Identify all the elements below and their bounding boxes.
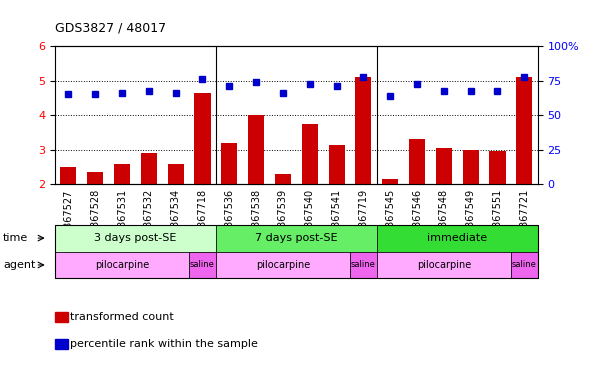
Bar [221, 143, 237, 184]
Bar [114, 164, 130, 184]
Bar [141, 153, 157, 184]
Bar [87, 172, 103, 184]
Bar [436, 148, 452, 184]
Bar [356, 77, 371, 184]
Bar [167, 164, 184, 184]
Bar [516, 77, 532, 184]
Text: saline: saline [190, 260, 215, 270]
Text: 3 days post-SE: 3 days post-SE [94, 233, 177, 243]
Bar [194, 93, 211, 184]
Text: 7 days post-SE: 7 days post-SE [255, 233, 338, 243]
Text: time: time [3, 233, 28, 243]
Bar [329, 145, 345, 184]
Text: saline: saline [351, 260, 376, 270]
Text: transformed count: transformed count [70, 312, 174, 322]
Bar [275, 174, 291, 184]
Bar [60, 167, 76, 184]
Bar [248, 115, 264, 184]
Bar [489, 152, 505, 184]
Text: pilocarpine: pilocarpine [256, 260, 310, 270]
Bar [302, 124, 318, 184]
Text: saline: saline [512, 260, 536, 270]
Bar [409, 139, 425, 184]
Text: GDS3827 / 48017: GDS3827 / 48017 [55, 22, 166, 35]
Text: pilocarpine: pilocarpine [95, 260, 149, 270]
Text: agent: agent [3, 260, 35, 270]
Bar [463, 150, 478, 184]
Text: percentile rank within the sample: percentile rank within the sample [70, 339, 258, 349]
Text: immediate: immediate [427, 233, 488, 243]
Bar [382, 179, 398, 184]
Text: pilocarpine: pilocarpine [417, 260, 471, 270]
